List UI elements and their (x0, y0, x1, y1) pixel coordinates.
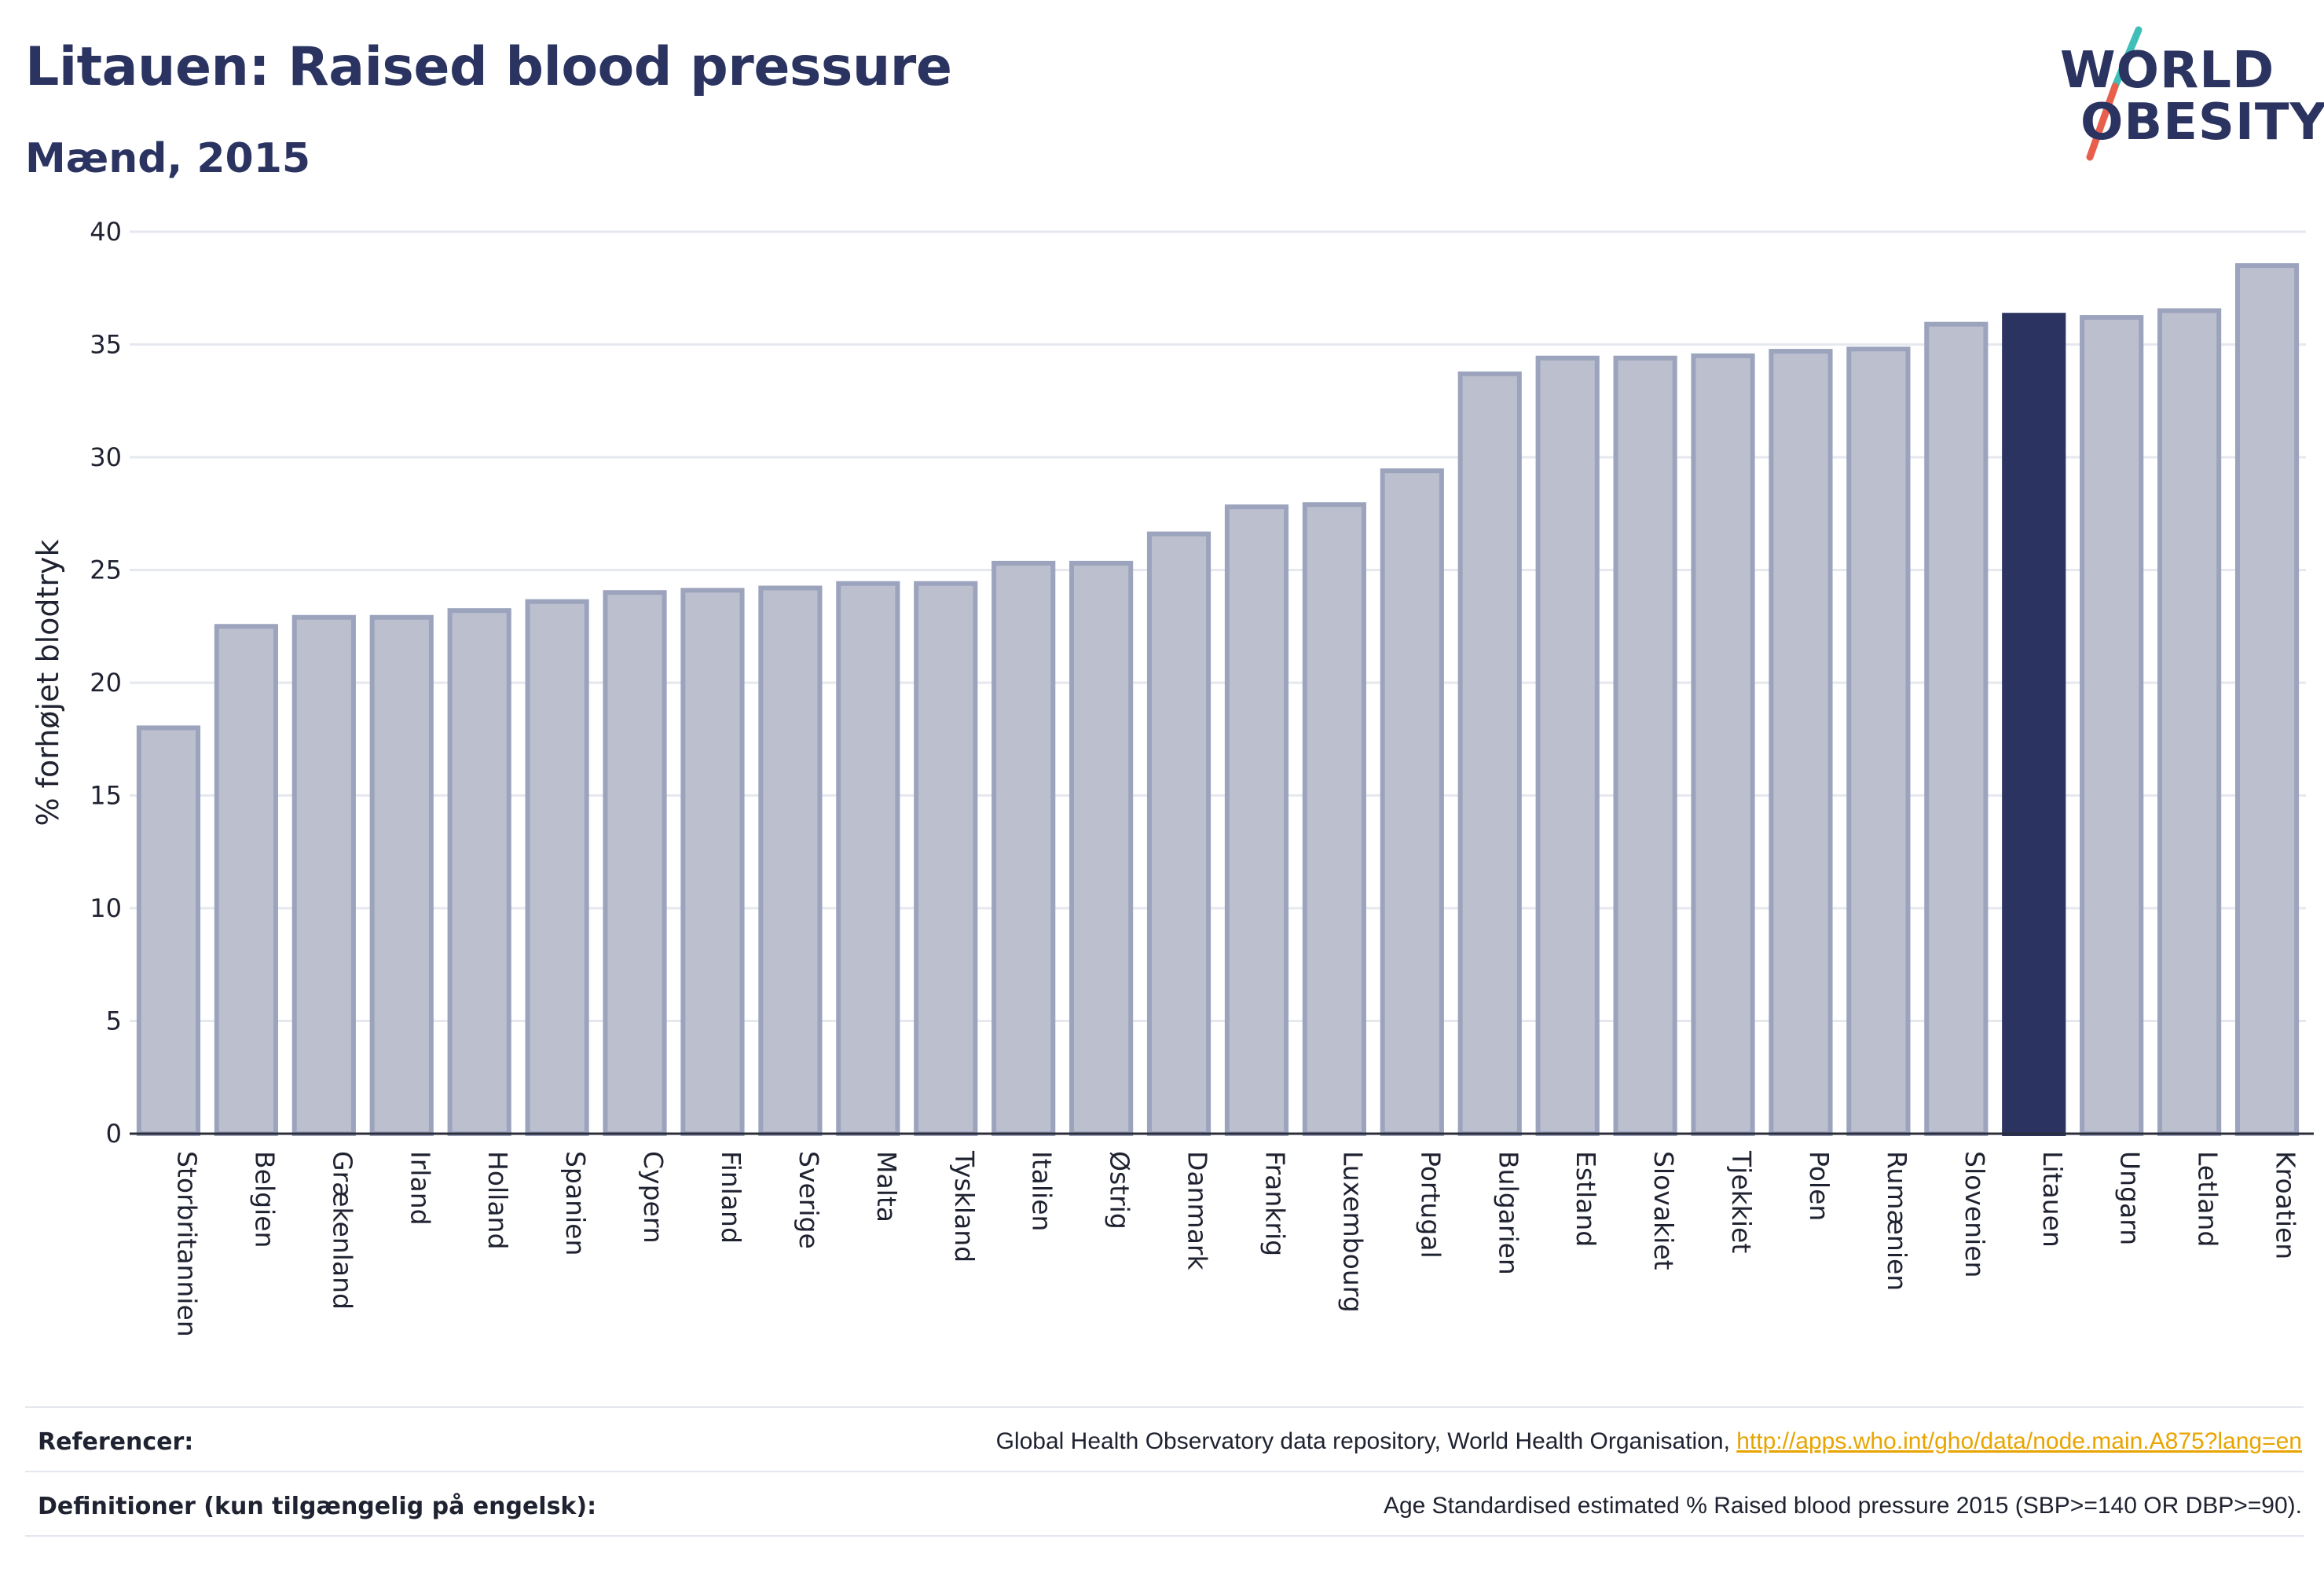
x-tick-label: Kroatien (2271, 1151, 2301, 1259)
bar-østrig (1069, 560, 1134, 1136)
x-tick-label: Spanien (560, 1151, 591, 1255)
bar-storbritannien (136, 725, 201, 1136)
bar-grækenland (291, 614, 356, 1136)
y-tick-label: 30 (90, 442, 122, 472)
bar-portugal (1380, 468, 1444, 1137)
y-tick-label: 10 (90, 893, 122, 923)
x-tick-label: Estland (1571, 1151, 1601, 1247)
x-tick-label: Belgien (249, 1151, 280, 1248)
x-tick-label: Litauen (2037, 1151, 2068, 1248)
x-tick-label: Bulgarien (1493, 1151, 1523, 1275)
x-tick-label: Storbritannien (171, 1151, 202, 1337)
axis-labels: 0 5 10 15 20 25 30 35 40 Storbritannien Belgien Græ… (31, 217, 2301, 1337)
references-text: Global Health Observatory data repositor… (995, 1428, 1737, 1454)
chart-title: Litauen: Raised blood pressure (25, 36, 952, 98)
logo-line1: WORLD (2060, 42, 2275, 100)
bar-slovenien (1924, 321, 1989, 1136)
footer-divider (25, 1406, 2304, 1408)
bar-cypern (603, 590, 667, 1136)
x-tick-label: Letland (2193, 1151, 2223, 1247)
bar-finland (680, 588, 745, 1136)
logo-slash-icon (2086, 26, 2143, 161)
x-tick-label: Tjekkiet (1726, 1150, 1757, 1253)
bar-holland (447, 608, 511, 1136)
x-tick-label: Danmark (1182, 1151, 1213, 1270)
y-tick-label: 40 (90, 217, 122, 247)
x-tick-label: Sverige (794, 1151, 824, 1249)
x-tick-label: Portugal (1415, 1151, 1446, 1259)
bar-luxembourg (1302, 502, 1366, 1136)
x-tick-label: Slovakiet (1648, 1151, 1679, 1270)
y-tick-label: 5 (106, 1006, 122, 1036)
bar-frankrig (1224, 504, 1289, 1136)
bar-estland (1535, 355, 1600, 1137)
y-tick-label: 0 (106, 1119, 122, 1149)
bar-chart: 0 5 10 15 20 25 30 35 40 Storbritannien Belgien Græ… (31, 217, 2314, 1337)
y-axis-title: % forhøjet blodtryk (31, 539, 65, 826)
bar-sverige (758, 585, 823, 1136)
y-tick-label: 35 (90, 330, 122, 360)
bar-bulgarien (1457, 371, 1522, 1136)
bar-belgien (214, 624, 278, 1136)
bar-spanien (525, 599, 589, 1136)
chart-subtitle: Mænd, 2015 (25, 135, 311, 182)
x-tick-label: Holland (482, 1151, 513, 1249)
bar-litauen (2002, 313, 2066, 1137)
x-tick-label: Cypern (638, 1151, 669, 1244)
x-tick-label: Rumænien (1882, 1151, 1912, 1291)
references-link[interactable]: http://apps.who.int/gho/data/node.main.A… (1736, 1428, 2302, 1454)
y-tick-label: 25 (90, 555, 122, 585)
bar-kroatien (2234, 263, 2300, 1136)
footer-divider (25, 1471, 2304, 1472)
y-tick-label: 15 (90, 781, 122, 811)
x-tick-label: Slovenien (1959, 1151, 1990, 1277)
references-value: Global Health Observatory data repositor… (996, 1428, 2302, 1455)
x-tick-label: Italien (1027, 1151, 1058, 1231)
x-tick-label: Tyskland (949, 1150, 980, 1263)
footer-divider (25, 1535, 2304, 1537)
y-tick-label: 20 (90, 668, 122, 698)
bar-irland (369, 614, 434, 1136)
definitions-value: Age Standardised estimated % Raised bloo… (1383, 1493, 2302, 1519)
bar-malta (836, 581, 900, 1137)
bar-tyskland (914, 581, 978, 1137)
x-tick-label: Grækenland (327, 1151, 357, 1310)
x-tick-label: Polen (1804, 1151, 1835, 1221)
x-tick-label: Malta (871, 1151, 902, 1222)
bar-slovakiet (1613, 355, 1677, 1137)
bar-danmark (1146, 531, 1211, 1136)
x-tick-label: Finland (716, 1151, 746, 1244)
bar-italien (992, 560, 1056, 1136)
x-tick-label: Irland (405, 1151, 435, 1226)
bar-polen (1769, 349, 1833, 1137)
world-obesity-logo: WORLD OBESITY (2051, 24, 2324, 165)
logo-line2: OBESITY (2080, 93, 2324, 152)
x-tick-label: Luxembourg (1337, 1151, 1368, 1313)
x-tick-label: Ungarn (2115, 1151, 2146, 1245)
x-tick-label: Frankrig (1259, 1151, 1290, 1256)
bar-rumænien (1846, 346, 1911, 1137)
bars (136, 263, 2300, 1137)
bar-tjekkiet (1691, 353, 1755, 1137)
x-tick-label: Østrig (1105, 1151, 1135, 1230)
bar-letland (2157, 308, 2222, 1137)
definitions-label: Definitioner (kun tilgængelig på engelsk… (38, 1493, 597, 1520)
bar-ungarn (2080, 315, 2144, 1136)
references-label: Referencer: (38, 1428, 194, 1456)
